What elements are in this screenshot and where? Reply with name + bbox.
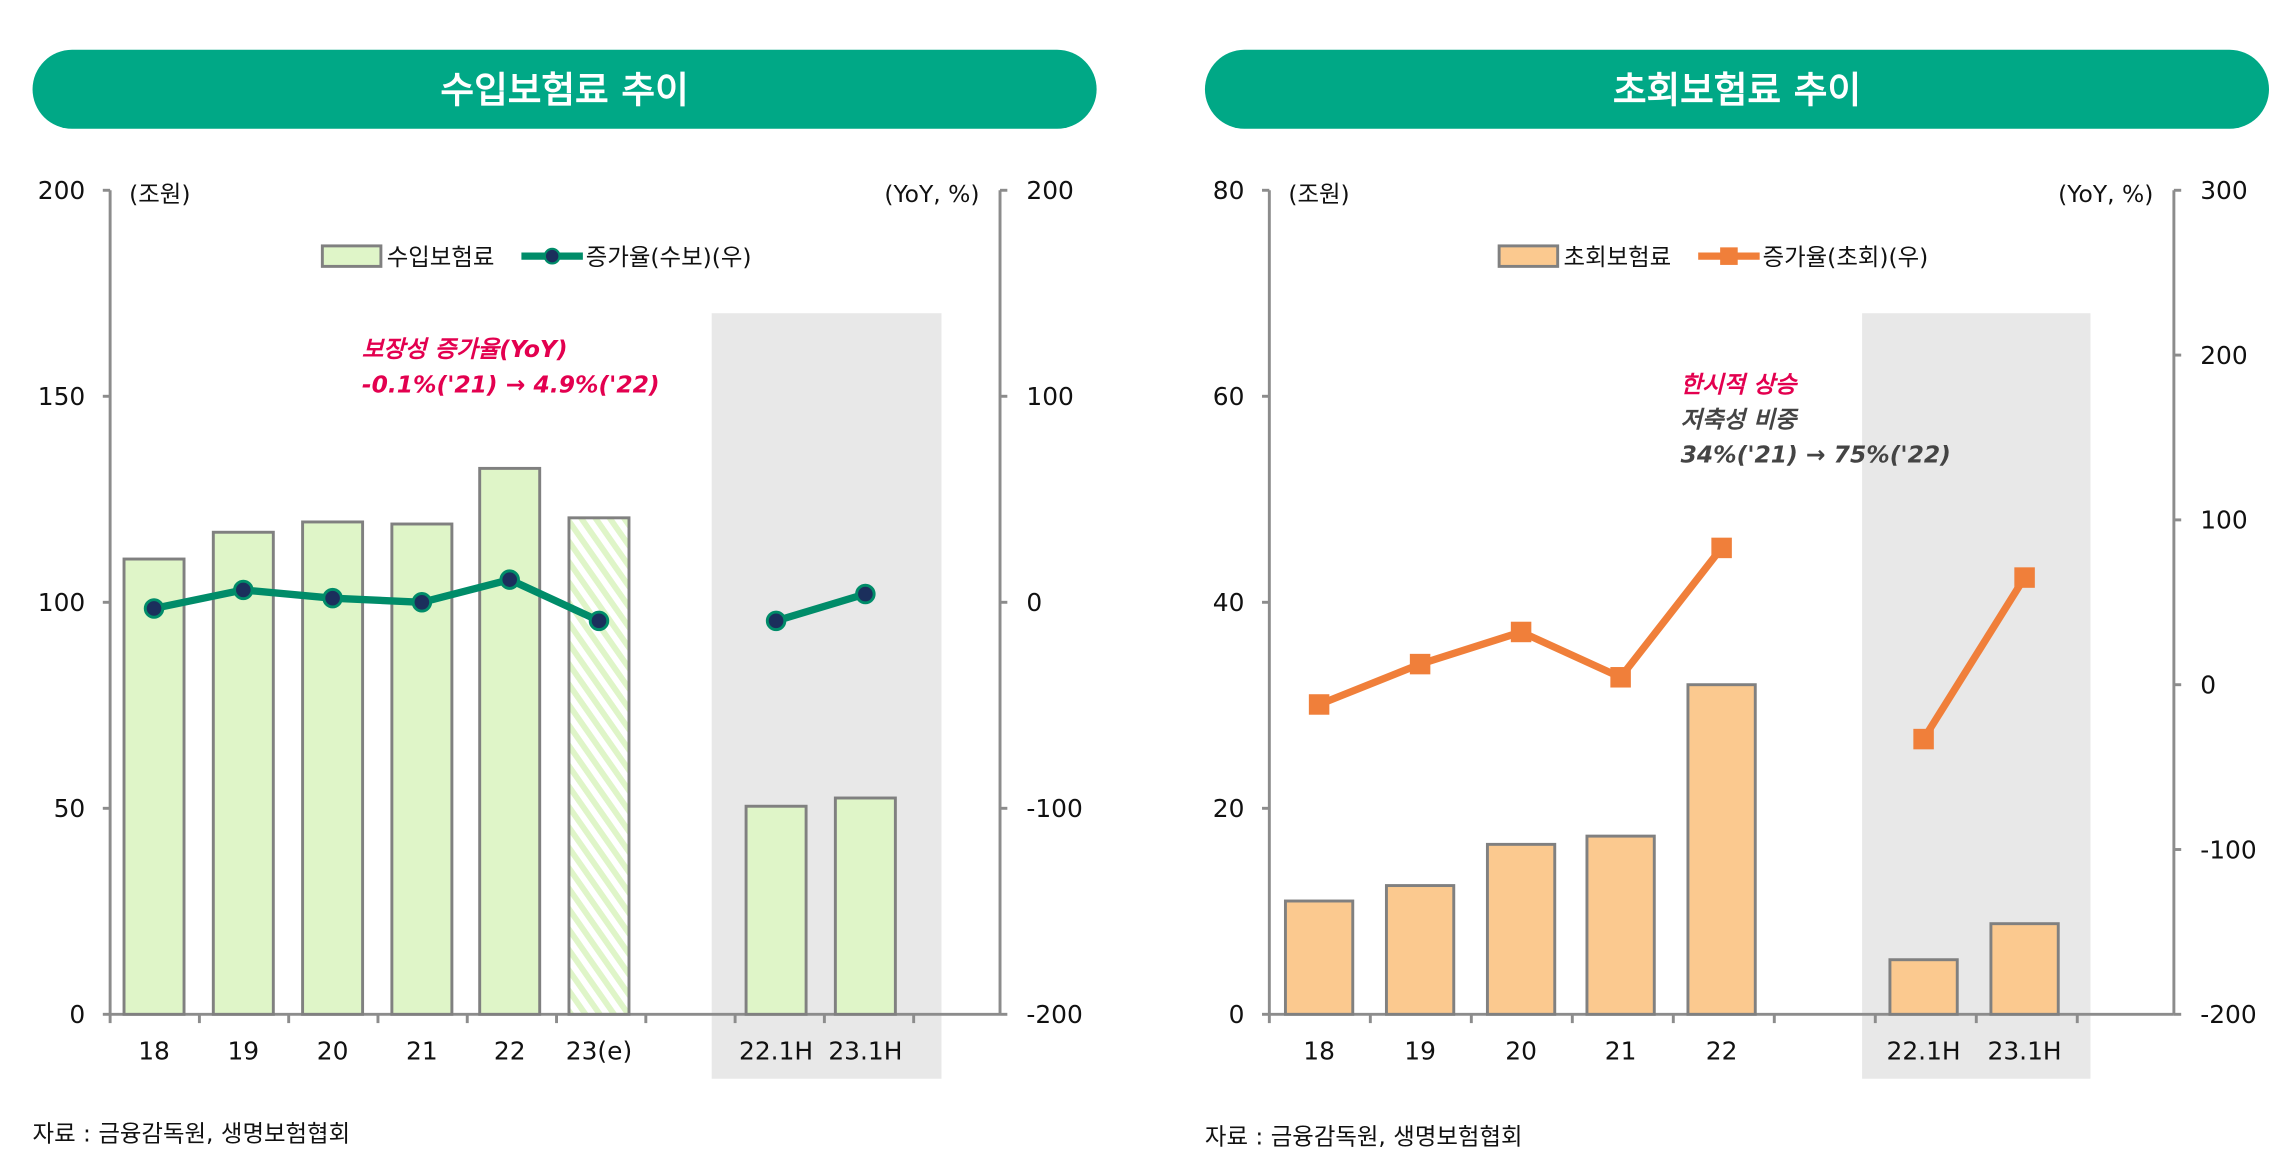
x-tick-label: 22 [494, 1037, 526, 1066]
right-tick-label: 300 [2200, 176, 2247, 205]
bar-22.1H [744, 804, 808, 1016]
x-tick-label: 22 [1706, 1037, 1738, 1066]
right-tick-label: -100 [2200, 835, 2256, 864]
right-tick-label: 100 [2200, 506, 2247, 535]
line-point-20 [322, 587, 343, 609]
bar-23(e) [567, 516, 631, 1016]
bar-20 [1485, 842, 1557, 1016]
x-tick-label: 20 [317, 1037, 349, 1066]
x-tick-label: 21 [1605, 1037, 1637, 1066]
x-tick-label: 22.1H [739, 1037, 813, 1066]
bar-19 [1384, 884, 1456, 1016]
left-axis-unit: (조원) [1288, 180, 1349, 208]
chart-title: 초회보험료 추이 [1613, 68, 1861, 111]
x-tick-label: 20 [1505, 1037, 1537, 1066]
left-tick-label: 20 [1213, 794, 1245, 823]
line-point-20 [1510, 621, 1532, 643]
source-note: 자료 : 금융감독원, 생명보험협회 [33, 1120, 351, 1148]
line-point-18 [143, 598, 165, 619]
right-tick-label: 0 [2200, 670, 2216, 699]
legend-line-marker [543, 247, 561, 265]
bar-18 [122, 557, 186, 1016]
chart-2: 초회보험료 추이 0 20 40 60 80 -200 -100 0 100 200 300 (조원) (… [1204, 49, 2270, 1151]
line-point-23.1H [855, 583, 876, 605]
bar-22.1H [1888, 958, 1959, 1016]
left-tick-label: 150 [38, 382, 85, 411]
legend-line-marker [1720, 247, 1738, 265]
legend-bar-label: 초회보험료 [1564, 243, 1672, 271]
right-tick-label: 200 [2200, 341, 2247, 370]
legend-line-label: 증가율(수보)(우) [586, 243, 752, 271]
left-tick-label: 40 [1213, 588, 1245, 617]
x-tick-label: 19 [227, 1037, 259, 1066]
left-tick-label: 50 [54, 794, 86, 823]
left-axis-unit: (조원) [129, 180, 190, 208]
line-point-22 [499, 569, 520, 590]
growth-line-segment-2 [1920, 575, 2028, 742]
line-point-21 [411, 592, 433, 613]
legend-bar-label: 수입보험료 [387, 243, 495, 271]
line-point-23(e) [588, 610, 610, 632]
x-tick-label: 23.1H [1988, 1037, 2062, 1066]
line-point-19 [233, 579, 254, 601]
bar-22 [1686, 683, 1757, 1016]
x-tick-label: 22.1H [1887, 1037, 1961, 1066]
legend-bar-swatch [1497, 244, 1560, 268]
line-point-19 [1409, 653, 1431, 675]
legend-line-label: 증가율(초회)(우) [1763, 243, 1929, 271]
left-tick-label: 0 [1229, 1000, 1245, 1029]
bar-21 [1585, 834, 1656, 1016]
annotation-line: 저축성 비중 [1681, 405, 1799, 433]
chart-title-banner [1204, 49, 2270, 129]
line-point-21 [1610, 667, 1631, 688]
left-tick-label: 200 [38, 176, 85, 205]
x-tick-label: 19 [1404, 1037, 1436, 1066]
annotation-line: 한시적 상승 [1681, 370, 1799, 398]
bar-23.1H [833, 796, 897, 1016]
right-axis-unit: (YoY, %) [884, 180, 979, 208]
source-note: 자료 : 금융감독원, 생명보험협회 [1205, 1123, 1523, 1151]
right-tick-label: -200 [2200, 1000, 2256, 1029]
annotation-line: 34%('21) → 75%('22) [1681, 441, 1951, 469]
left-tick-label: 0 [69, 1000, 85, 1029]
left-tick-label: 60 [1213, 382, 1245, 411]
right-axis-unit: (YoY, %) [2058, 180, 2153, 208]
x-tick-label: 21 [406, 1037, 438, 1066]
bar-18 [1283, 899, 1355, 1016]
annotation-line: 보장성 증가율(YoY) [362, 335, 568, 363]
right-tick-label: -100 [1026, 794, 1082, 823]
line-point-23.1H [2014, 567, 2035, 588]
x-tick-label: 18 [138, 1037, 170, 1066]
x-tick-label: 23.1H [828, 1037, 902, 1066]
legend-bar-swatch [320, 244, 383, 268]
line-point-22.1H [765, 610, 787, 632]
bar-23.1H [1989, 922, 2060, 1016]
bar-19 [211, 530, 275, 1016]
left-tick-label: 80 [1213, 176, 1245, 205]
x-tick-label: 18 [1303, 1037, 1335, 1066]
line-point-22 [1711, 537, 1732, 559]
line-point-18 [1308, 694, 1330, 715]
chart-1: 수입보험료 추이 0 50 100 150 200 -200 -100 0 100 200 (조원) (… [32, 49, 1097, 1148]
chart-title-banner [32, 49, 1097, 129]
line-point-22.1H [1913, 728, 1934, 750]
growth-line-segment-1 [153, 575, 601, 625]
chart-title: 수입보험료 추이 [440, 68, 688, 111]
right-tick-label: 200 [1026, 176, 1073, 205]
growth-line-segment-2 [775, 590, 867, 625]
right-tick-label: 100 [1026, 382, 1073, 411]
right-tick-label: -200 [1026, 1000, 1082, 1029]
right-tick-label: 0 [1026, 588, 1042, 617]
x-tick-label: 23(e) [566, 1037, 632, 1066]
annotation-line: -0.1%('21) → 4.9%('22) [362, 370, 660, 398]
left-tick-label: 100 [38, 588, 85, 617]
bar-22 [478, 466, 542, 1016]
